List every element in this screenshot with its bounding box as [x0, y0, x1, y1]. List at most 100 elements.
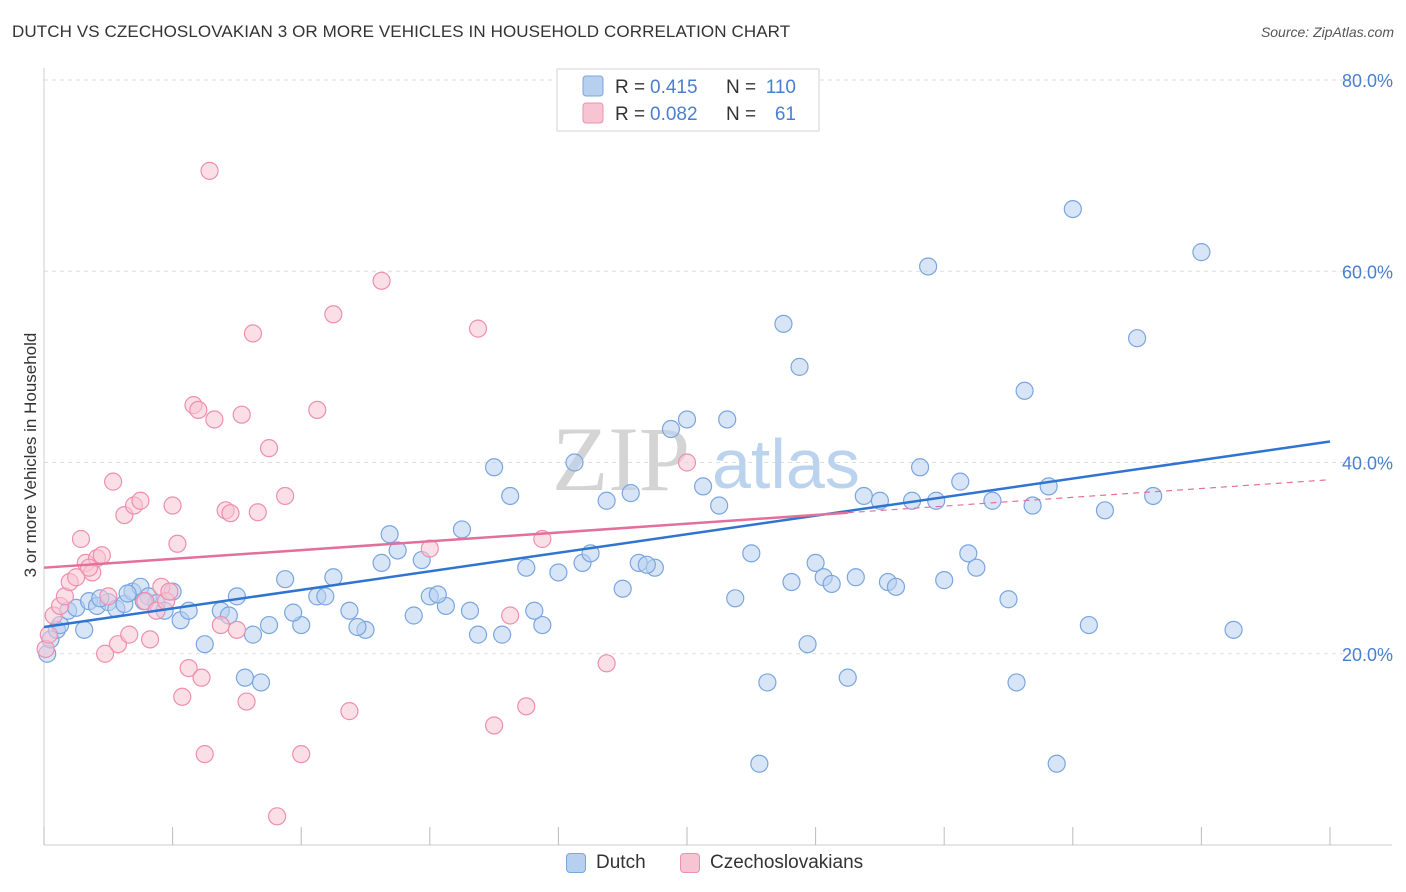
- stats-r-value: 0.082: [650, 104, 698, 125]
- czech-point: [92, 546, 111, 565]
- source-label: Source: ZipAtlas.com: [1260, 24, 1394, 40]
- y-tick-label: 40.0%: [1342, 454, 1393, 474]
- dutch-point: [525, 601, 544, 620]
- czech-point: [340, 702, 359, 721]
- dutch-point: [661, 419, 681, 439]
- dutch-point: [549, 563, 568, 582]
- stats-swatch-dutch: [582, 75, 604, 97]
- czech-point: [195, 745, 214, 764]
- czech-point: [163, 496, 182, 515]
- dutch-point: [1063, 199, 1082, 219]
- dutch-point: [1224, 620, 1243, 639]
- stats-n-value: 110: [766, 77, 796, 98]
- dutch-point: [565, 453, 584, 472]
- dutch-point: [742, 544, 761, 563]
- trend-line-czech: [43, 511, 848, 569]
- czech-point: [160, 582, 179, 601]
- czech-point: [39, 625, 58, 644]
- series-legend: Dutch Czechoslovakians: [0, 850, 1406, 880]
- legend-item-czech[interactable]: Czechoslovakians: [680, 852, 863, 874]
- legend-label-czech: Czechoslovakians: [710, 852, 864, 873]
- czech-point: [485, 716, 504, 735]
- y-tick-label: 20.0%: [1342, 645, 1393, 665]
- czech-point: [372, 271, 391, 290]
- czech-point: [677, 453, 697, 472]
- dutch-point: [854, 486, 873, 506]
- y-axis-title: 3 or more Vehicles in Household: [21, 333, 40, 578]
- dutch-point: [372, 553, 391, 573]
- dutch-point: [1007, 673, 1026, 692]
- dutch-point: [404, 606, 423, 625]
- dutch-point: [758, 673, 777, 692]
- dutch-point: [243, 625, 263, 644]
- stats-n-label: N =: [726, 77, 756, 98]
- watermark: ZIP atlas: [552, 408, 860, 510]
- czech-point: [308, 400, 327, 420]
- czech-point: [173, 687, 192, 706]
- czech-point: [243, 324, 263, 343]
- dutch-point: [726, 589, 745, 608]
- trend-line-czech-dashed: [847, 479, 1331, 514]
- trend-line-dutch: [43, 440, 1331, 629]
- dutch-point: [782, 572, 801, 592]
- y-tick-label: 60.0%: [1342, 262, 1393, 282]
- dutch-point: [276, 570, 295, 589]
- dutch-point: [774, 314, 793, 333]
- dutch-point: [1095, 501, 1115, 520]
- dutch-point: [846, 568, 865, 587]
- czech-point: [192, 668, 211, 687]
- dutch-point: [493, 625, 512, 644]
- dutch-point: [951, 472, 970, 491]
- czech-point: [237, 692, 256, 711]
- stats-n-label: N =: [726, 104, 756, 125]
- dutch-point: [348, 617, 367, 637]
- dutch-point: [959, 544, 978, 563]
- dutch-point: [380, 525, 399, 544]
- czech-point: [292, 745, 311, 764]
- dutch-point: [1023, 496, 1042, 515]
- dutch-point: [340, 601, 359, 620]
- dutch-point: [597, 491, 616, 510]
- dutch-point: [677, 410, 697, 429]
- dutch-point: [517, 558, 536, 577]
- legend-item-dutch[interactable]: Dutch: [566, 852, 646, 874]
- czech-point: [131, 491, 150, 510]
- czech-point: [140, 630, 160, 649]
- dutch-point: [227, 587, 246, 606]
- czech-point: [99, 587, 118, 606]
- dutch-point: [710, 496, 729, 515]
- czech-point: [95, 644, 115, 663]
- dutch-point: [284, 603, 303, 622]
- dutch-point: [251, 673, 271, 692]
- dutch-point: [637, 555, 656, 574]
- dutch-point: [235, 668, 255, 687]
- dutch-point: [75, 620, 94, 639]
- axis-labels: 20.0%40.0%60.0%80.0%0.0%80.0%3 or more V…: [21, 71, 1393, 665]
- dutch-point: [195, 635, 214, 654]
- grid-lines: [44, 79, 1392, 655]
- trend-lines: [43, 440, 1331, 629]
- czech-point: [168, 534, 187, 553]
- dutch-point: [1079, 615, 1098, 635]
- czech-point: [104, 472, 123, 491]
- dutch-point: [806, 553, 825, 573]
- dutch-point: [259, 615, 279, 635]
- dutch-point: [621, 484, 640, 503]
- dutch-point: [468, 625, 488, 644]
- czech-point: [468, 319, 488, 338]
- czech-point: [179, 658, 198, 678]
- dutch-point: [919, 257, 938, 276]
- legend-label-dutch: Dutch: [596, 852, 646, 873]
- dutch-point: [501, 486, 520, 506]
- dutch-point: [822, 574, 841, 594]
- czech-point: [211, 615, 230, 635]
- dutch-point: [485, 458, 504, 477]
- dutch-point: [460, 601, 480, 620]
- stats-swatch-czech: [582, 102, 604, 124]
- dutch-point: [718, 410, 737, 429]
- czech-point: [120, 625, 139, 644]
- czech-point: [248, 503, 267, 522]
- dutch-point: [613, 579, 632, 598]
- dutch-point: [983, 491, 1002, 510]
- dutch-swatch: [566, 853, 586, 873]
